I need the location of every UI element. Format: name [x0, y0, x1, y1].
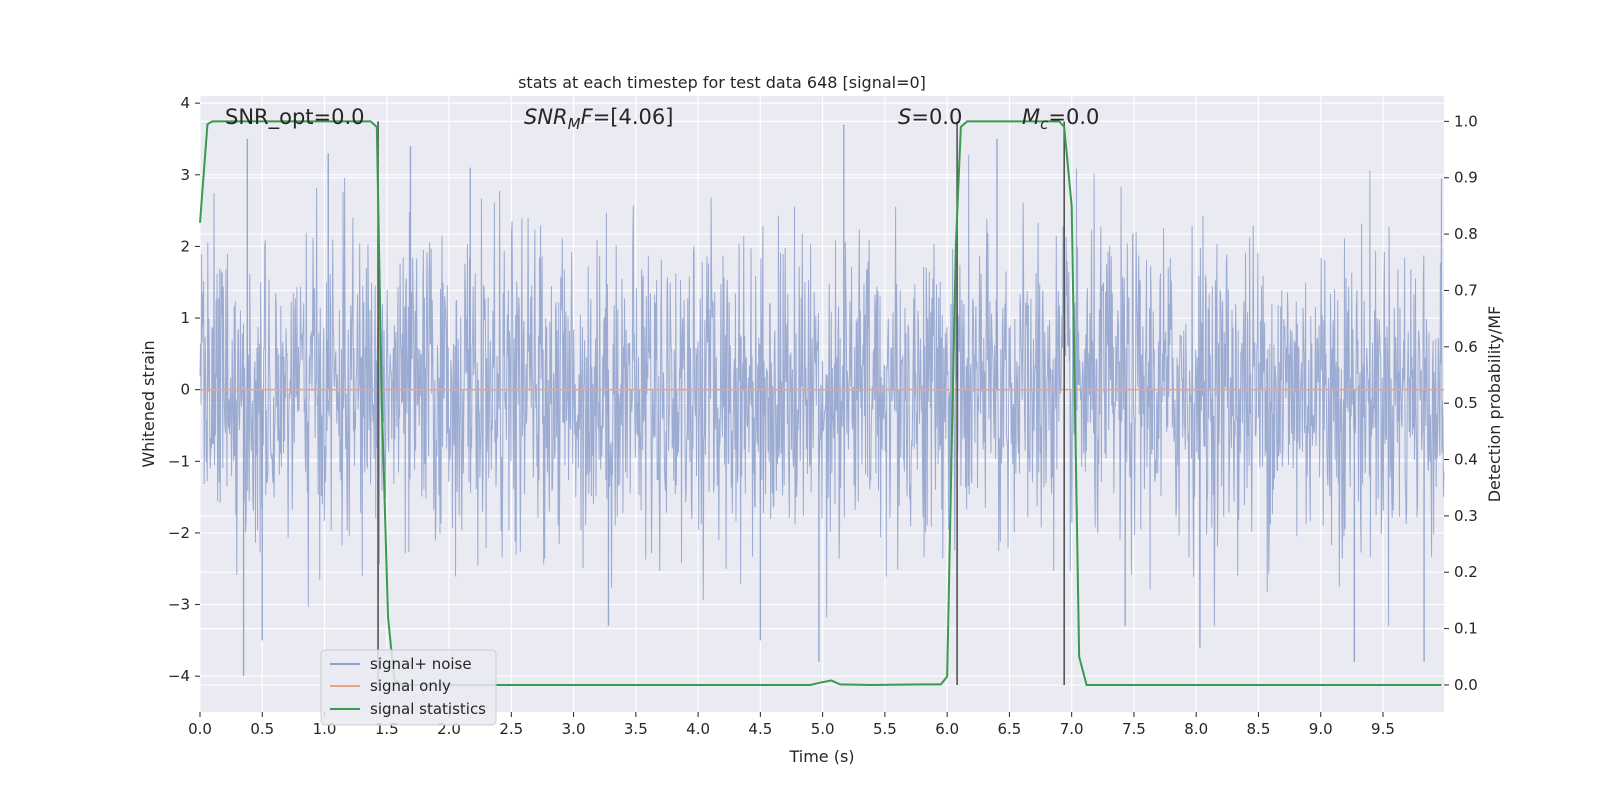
x-tick-label-19: 9.5 — [1371, 720, 1395, 738]
annotation-snr-mf-suffix: F — [581, 105, 594, 129]
legend-label-signal-noise: signal+ noise — [370, 655, 472, 673]
x-tick-label-11: 5.5 — [873, 720, 897, 738]
x-tick-label-16: 8.0 — [1184, 720, 1208, 738]
y2-axis-label: Detection probability/MF — [1485, 306, 1504, 503]
y2-tick-label-6: 0.6 — [1454, 338, 1478, 356]
y2-tick-label-10: 1.0 — [1454, 112, 1478, 130]
y2-axis-ticks: 0.0 0.1 0.2 0.3 0.4 0.5 0.6 0.7 0.8 0.9 1.0 — [1444, 112, 1478, 694]
annotation-mc-base: M — [1022, 105, 1040, 129]
annotation-snr-mf-base: SNR — [524, 105, 568, 129]
y-tick-label-4: 0 — [180, 381, 190, 399]
legend-label-signal-only: signal only — [370, 677, 451, 695]
y2-tick-label-5: 0.5 — [1454, 394, 1478, 412]
annotation-snr-opt-name: SNR_opt — [225, 105, 314, 130]
x-tick-label-14: 7.0 — [1060, 720, 1084, 738]
y2-tick-label-8: 0.8 — [1454, 225, 1478, 243]
legend-label-signal-statistics: signal statistics — [370, 700, 486, 718]
annotation-s-value: =0.0 — [911, 105, 962, 129]
legend: signal+ noise signal only signal statist… — [320, 649, 497, 726]
x-tick-label-0: 0.0 — [188, 720, 212, 738]
x-tick-label-13: 6.5 — [997, 720, 1021, 738]
x-tick-label-7: 3.5 — [624, 720, 648, 738]
y-tick-label-5: 1 — [180, 309, 190, 327]
y-axis-label: Whitened strain — [139, 340, 158, 467]
y2-tick-label-1: 0.1 — [1454, 620, 1478, 638]
x-axis-label: Time (s) — [788, 747, 854, 766]
annotation-snr-mf-sub: M — [568, 115, 581, 133]
noise-trace — [199, 154, 1445, 627]
annotation-mc-sub: c — [1040, 115, 1049, 133]
x-tick-label-8: 4.0 — [686, 720, 710, 738]
x-tick-label-10: 5.0 — [811, 720, 835, 738]
signal-statistics-series — [199, 120, 1442, 686]
annotation-s: S=0.0 — [898, 105, 962, 129]
annotation-mc-value: =0.0 — [1048, 105, 1099, 129]
y-tick-label-7: 3 — [180, 166, 190, 184]
y2-tick-label-0: 0.0 — [1454, 676, 1478, 694]
y-tick-label-1: −3 — [168, 596, 190, 614]
legend-box — [320, 649, 497, 726]
x-tick-label-17: 8.5 — [1247, 720, 1271, 738]
y-tick-label-0: −4 — [168, 667, 190, 685]
chart-title: stats at each timestep for test data 648… — [518, 73, 926, 92]
y2-tick-label-7: 0.7 — [1454, 281, 1478, 299]
signal-plus-noise-series — [199, 124, 1445, 677]
annotation-snr-opt-value: =0.0 — [314, 105, 365, 129]
y-tick-label-3: −1 — [168, 452, 190, 470]
y-tick-label-6: 2 — [180, 237, 190, 255]
annotation-snr-opt: SNR_opt=0.0 — [225, 105, 365, 130]
annotation-mc: Mc=0.0 — [1022, 105, 1099, 133]
y2-tick-label-4: 0.4 — [1454, 451, 1478, 469]
x-tick-label-1: 0.5 — [250, 720, 274, 738]
y2-tick-label-2: 0.2 — [1454, 563, 1478, 581]
x-axis-ticks: 0.0 0.5 1.0 1.5 2.0 2.5 3.0 3.5 4.0 4.5 5.0 5.5 6.0 6… — [188, 712, 1395, 738]
y2-tick-label-3: 0.3 — [1454, 507, 1478, 525]
x-tick-label-12: 6.0 — [935, 720, 959, 738]
annotation-snr-mf-value: =[4.06] — [593, 105, 674, 129]
annotation-snr-mf: SNRMF=[4.06] — [524, 105, 673, 133]
x-tick-label-9: 4.5 — [748, 720, 772, 738]
y2-tick-label-9: 0.9 — [1454, 169, 1478, 187]
x-tick-label-15: 7.5 — [1122, 720, 1146, 738]
y-tick-label-2: −2 — [168, 524, 190, 542]
y-axis-ticks: −4 −3 −2 −1 0 1 2 3 4 — [168, 94, 200, 685]
x-tick-label-6: 3.0 — [562, 720, 586, 738]
annotation-s-base: S — [898, 105, 911, 129]
x-tick-label-18: 9.0 — [1309, 720, 1333, 738]
y-tick-label-8: 4 — [180, 94, 190, 112]
x-tick-label-5: 2.5 — [499, 720, 523, 738]
